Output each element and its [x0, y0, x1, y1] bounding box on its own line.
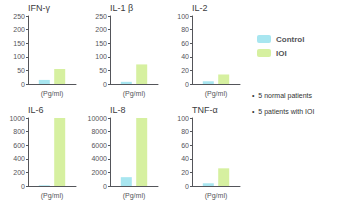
svg-text:IL-1 β: IL-1 β [110, 3, 133, 13]
svg-text:100: 100 [95, 53, 107, 60]
svg-text:IOI: IOI [276, 49, 287, 58]
svg-text:40: 40 [181, 155, 189, 162]
svg-text:TNF-α: TNF-α [192, 105, 218, 115]
svg-text:6000: 6000 [91, 142, 107, 149]
svg-text:(Pg/ml): (Pg/ml) [123, 90, 146, 98]
svg-text:(Pg/ml): (Pg/ml) [205, 90, 228, 98]
svg-text:Control: Control [276, 35, 304, 44]
svg-text:100: 100 [13, 53, 25, 60]
svg-text:50: 50 [99, 67, 107, 74]
svg-text:10000: 10000 [88, 115, 108, 122]
svg-text:20: 20 [181, 169, 189, 176]
svg-text:80: 80 [181, 26, 189, 33]
svg-text:IL-8: IL-8 [110, 105, 126, 115]
svg-text:• 5 patients with IOI: • 5 patients with IOI [252, 108, 314, 116]
svg-text:100: 100 [177, 115, 189, 122]
svg-text:(Pg/ml): (Pg/ml) [205, 192, 228, 200]
svg-text:8000: 8000 [91, 128, 107, 135]
svg-text:80: 80 [181, 128, 189, 135]
svg-text:0: 0 [21, 81, 25, 88]
svg-text:4000: 4000 [91, 155, 107, 162]
svg-text:(Pg/ml): (Pg/ml) [41, 192, 64, 200]
svg-text:50: 50 [17, 67, 25, 74]
svg-text:IL-6: IL-6 [28, 105, 44, 115]
svg-text:(Pg/ml): (Pg/ml) [123, 192, 146, 200]
svg-text:• 5 normal patients: • 5 normal patients [252, 92, 313, 100]
svg-text:200: 200 [13, 169, 25, 176]
svg-text:0: 0 [103, 183, 107, 190]
svg-text:250: 250 [95, 13, 107, 20]
svg-text:60: 60 [181, 142, 189, 149]
svg-text:150: 150 [95, 40, 107, 47]
svg-text:400: 400 [13, 155, 25, 162]
svg-text:100: 100 [177, 13, 189, 20]
svg-text:0: 0 [185, 81, 189, 88]
svg-text:20: 20 [181, 67, 189, 74]
svg-text:1000: 1000 [9, 115, 25, 122]
svg-text:40: 40 [181, 53, 189, 60]
svg-text:150: 150 [13, 40, 25, 47]
svg-text:250: 250 [13, 13, 25, 20]
svg-text:(Pg/ml): (Pg/ml) [41, 90, 64, 98]
svg-text:200: 200 [95, 26, 107, 33]
svg-text:0: 0 [103, 81, 107, 88]
svg-text:60: 60 [181, 40, 189, 47]
svg-text:0: 0 [21, 183, 25, 190]
svg-text:2000: 2000 [91, 169, 107, 176]
svg-text:0: 0 [185, 183, 189, 190]
svg-text:600: 600 [13, 142, 25, 149]
svg-text:IFN-γ: IFN-γ [28, 3, 50, 13]
svg-text:IL-2: IL-2 [192, 3, 208, 13]
svg-text:800: 800 [13, 128, 25, 135]
svg-text:200: 200 [13, 26, 25, 33]
